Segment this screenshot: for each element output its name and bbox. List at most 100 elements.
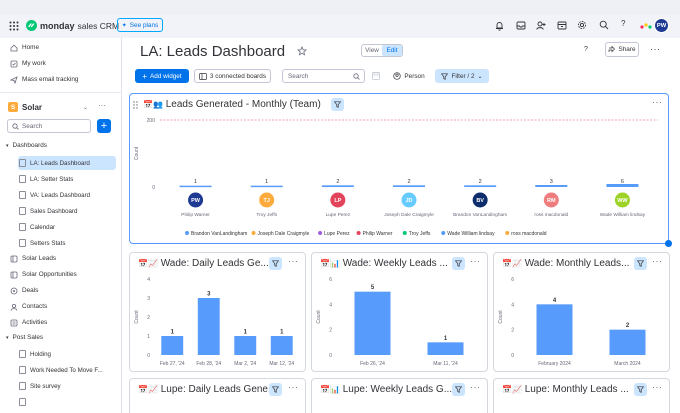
user-avatar-initials: PW [656, 22, 667, 29]
x-tick-label: Troy Jeffs [256, 212, 277, 218]
settings-gear-icon[interactable] [577, 20, 587, 30]
sidebar-item-setters-stats[interactable]: Setters Stats [18, 236, 116, 250]
x-tick-label: Joseph Dale Craigmyle [384, 212, 434, 218]
add-item-button[interactable]: + [97, 119, 111, 133]
widget-title-text: Wade: Daily Leads Ge... [160, 258, 269, 269]
sidebar-item-solar-opportunities[interactable]: Solar Opportunities [9, 270, 77, 279]
widget-resize-handle[interactable] [665, 240, 672, 247]
add-widget-label: Add widget [150, 72, 182, 80]
more-options-icon[interactable]: ··· [650, 44, 661, 54]
workspace-selector[interactable]: S Solar ⌄ ··· [8, 100, 108, 114]
widget-title-text: Lupe: Weekly Leads G... [342, 384, 453, 395]
sidebar-item-va-leads-dashboard[interactable]: VA: Leads Dashboard [18, 188, 116, 202]
marketplace-icon[interactable] [557, 21, 567, 30]
widget-filter-button[interactable] [634, 257, 647, 270]
widget-more-options-icon[interactable]: ··· [470, 382, 481, 392]
widget-more-options-icon[interactable]: ··· [652, 97, 663, 107]
sidebar-search-input[interactable]: Search [7, 119, 91, 133]
connected-boards-button[interactable]: 3 connected boards [194, 69, 271, 83]
chart-bar [197, 298, 220, 355]
sidebar-item-calendar[interactable]: Calendar [18, 220, 116, 234]
sidebar-item-site-survey[interactable]: Site survey [18, 379, 116, 393]
wade-monthly-leads-widget: 📅📈 Wade: Monthly Leads... ··· Count 0 2 4 6 4… [493, 252, 670, 372]
widget-more-options-icon[interactable]: ··· [470, 256, 481, 266]
sidebar-item-label: Deals [22, 287, 39, 294]
board-icon [19, 350, 26, 358]
sidebar-item-work-needed[interactable]: Work Needed To Move F... [18, 363, 116, 377]
sidebar-item-next[interactable] [18, 395, 116, 409]
y-tick-label: 200 [147, 118, 156, 124]
inbox-icon[interactable] [516, 21, 526, 30]
see-plans-button[interactable]: ✦ See plans [117, 18, 163, 32]
sidebar-item-holding[interactable]: Holding [18, 347, 116, 361]
y-tick-label: 0 [329, 353, 332, 359]
folder-dashboards[interactable]: ▾ Dashboards [6, 142, 47, 149]
data-label: 1 [280, 330, 284, 336]
person-filter-button[interactable]: Person [390, 69, 428, 83]
widget-title-text: Wade: Weekly Leads ... [342, 258, 448, 269]
brand-name: monday [40, 20, 75, 31]
dashboard-search-input[interactable]: Search [282, 69, 365, 83]
widget-filter-button[interactable] [452, 257, 465, 270]
data-label: 4 [553, 298, 557, 304]
person-avatar-initials: RM [547, 198, 556, 204]
filter-button[interactable]: Filter / 2 ⌄ [435, 69, 489, 83]
search-icon[interactable] [599, 20, 609, 30]
widget-title: 📅📈 Lupe: Monthly Leads ... [502, 384, 629, 395]
view-mode-button[interactable]: View [362, 45, 382, 56]
notifications-icon[interactable] [495, 21, 504, 31]
plus-icon: + [142, 71, 148, 81]
filter-icon [272, 386, 279, 393]
more-options-icon[interactable]: ··· [98, 101, 106, 110]
filter-label: Filter / 2 [451, 72, 475, 80]
monday-apps-icon[interactable] [640, 21, 652, 30]
favorite-star-icon[interactable] [297, 46, 307, 56]
sidebar-item-deals[interactable]: Deals [9, 286, 38, 295]
widget-filter-button[interactable] [269, 383, 282, 396]
sidebar-item-home[interactable]: Home [9, 43, 39, 52]
widget-more-options-icon[interactable]: ··· [652, 256, 663, 266]
top-bar: monday sales CRM ✦ See plans ? PW [0, 15, 680, 38]
monday-logo[interactable]: monday sales CRM [26, 20, 119, 31]
person-avatar-initials: WW [617, 198, 628, 204]
sidebar-item-solar-leads[interactable]: Solar Leads [9, 254, 56, 263]
sidebar-item-la-setter-stats[interactable]: LA: Setter Stats [18, 172, 116, 186]
invite-members-icon[interactable] [536, 21, 546, 30]
sidebar-item-contacts[interactable]: Contacts [9, 302, 47, 311]
sidebar-item-label: LA: Setter Stats [30, 175, 74, 183]
widget-filter-button[interactable] [331, 98, 344, 111]
edit-mode-button[interactable]: Edit [382, 45, 402, 56]
page-title: LA: Leads Dashboard [140, 43, 286, 60]
sidebar-item-label: VA: Leads Dashboard [30, 191, 91, 199]
sidebar-item-sales-dashboard[interactable]: Sales Dashboard [18, 204, 116, 218]
widget-filter-button[interactable] [634, 383, 647, 396]
widget-more-options-icon[interactable]: ··· [288, 256, 299, 266]
drag-handle-icon[interactable] [133, 101, 138, 109]
sidebar-item-activities[interactable]: Activities [9, 318, 47, 327]
folder-post-sales[interactable]: ▾ Post Sales [6, 334, 43, 341]
widget-filter-button[interactable] [269, 257, 282, 270]
save-view-icon[interactable] [372, 72, 380, 80]
help-icon[interactable]: ? [621, 19, 626, 28]
sidebar-item-la-leads-dashboard[interactable]: LA: Leads Dashboard [18, 156, 116, 170]
widget-title: 📅📈 Wade: Daily Leads Ge... [138, 258, 269, 269]
wade-weekly-leads-widget: 📅📊 Wade: Weekly Leads ... ··· Count 0 2 4 6 5… [311, 252, 488, 372]
x-tick-label: Feb 28, '24 [196, 361, 221, 367]
widget-title: 📅📊 Wade: Weekly Leads ... [320, 258, 448, 269]
widget-filter-button[interactable] [452, 383, 465, 396]
sidebar-item-mass-email-tracking[interactable]: Mass email tracking [9, 75, 78, 84]
widget-more-options-icon[interactable]: ··· [288, 382, 299, 392]
widget-more-options-icon[interactable]: ··· [652, 382, 663, 392]
sidebar-item-my-work[interactable]: My work [9, 59, 46, 68]
widget-title: 📅👥 Leads Generated - Monthly (Team) [143, 99, 321, 110]
chart-bar [609, 329, 646, 355]
help-button[interactable]: ? [584, 46, 588, 53]
chart-bar [606, 183, 639, 187]
share-button[interactable]: Share [605, 42, 639, 57]
x-tick-label: Wade William lindsay [600, 212, 646, 218]
add-widget-button[interactable]: + Add widget [135, 69, 189, 83]
user-avatar[interactable]: PW [654, 18, 669, 33]
share-icon [608, 46, 616, 53]
apps-grid-icon[interactable] [9, 21, 19, 31]
main-content: LA: Leads Dashboard View Edit ? Share ··… [122, 38, 680, 413]
